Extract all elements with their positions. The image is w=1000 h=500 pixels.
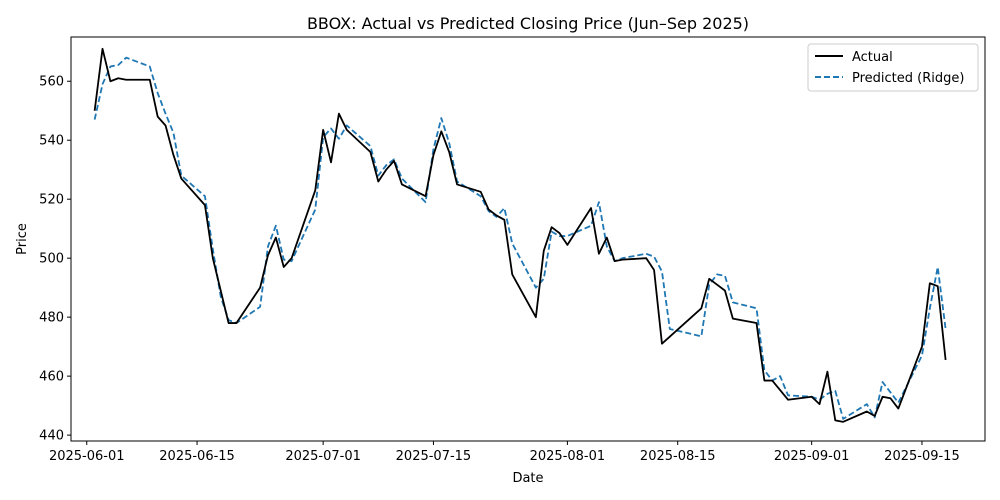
- x-axis: 2025-06-01 2025-06-15 2025-07-01 2025-07-15…: [49, 441, 960, 464]
- x-tick-label: 2025-08-01: [530, 449, 606, 464]
- x-tick-label: 2025-06-15: [159, 449, 235, 464]
- y-tick-label: 500: [39, 252, 64, 267]
- y-tick-label: 440: [39, 429, 64, 444]
- x-tick-label: 2025-09-01: [774, 449, 850, 464]
- actual-series-line: [93, 47, 947, 423]
- y-axis-label: Price: [15, 223, 30, 255]
- legend-predicted-label: Predicted (Ridge): [852, 71, 964, 86]
- y-tick-label: 460: [39, 370, 64, 385]
- plot-frame: [70, 36, 986, 442]
- x-axis-label: Date: [512, 471, 543, 486]
- x-tick-label: 2025-07-15: [396, 449, 472, 464]
- y-tick-label: 480: [39, 311, 64, 326]
- y-tick-label: 540: [39, 134, 64, 149]
- legend: Actual Predicted (Ridge): [807, 43, 979, 92]
- legend-actual-label: Actual: [852, 50, 893, 65]
- y-axis: 440 460 480 500 520 540 560: [39, 75, 71, 444]
- chart-title: BBOX: Actual vs Predicted Closing Price …: [307, 14, 749, 33]
- x-tick-label: 2025-07-01: [285, 449, 361, 464]
- x-tick-label: 2025-08-15: [640, 449, 716, 464]
- series-layer: [93, 47, 947, 423]
- legend-box: [807, 43, 979, 92]
- x-tick-label: 2025-09-15: [884, 449, 960, 464]
- y-tick-label: 520: [39, 193, 64, 208]
- x-tick-label: 2025-06-01: [49, 449, 125, 464]
- y-tick-label: 560: [39, 75, 64, 90]
